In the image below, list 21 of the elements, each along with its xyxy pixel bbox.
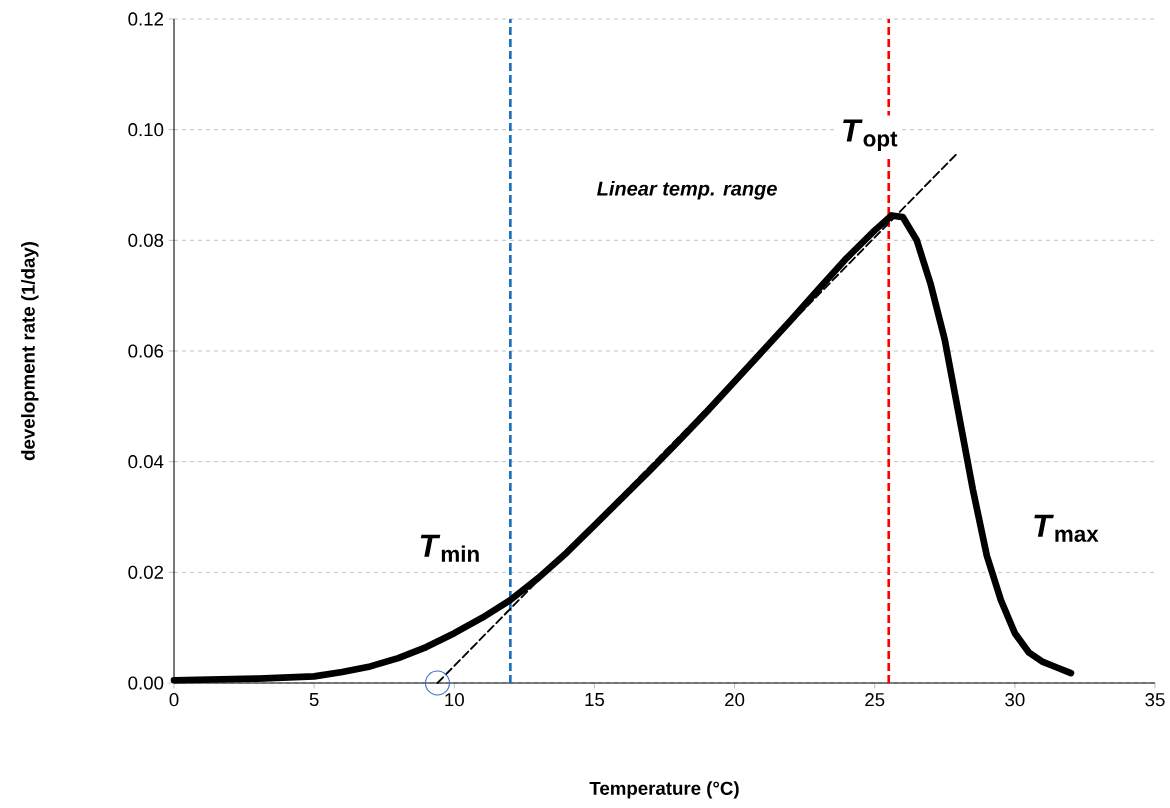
- y-tick-label: 0.04: [128, 455, 164, 469]
- x-tick-label: 0: [169, 693, 179, 707]
- x-tick-label: 15: [585, 693, 605, 707]
- annotation: T$_{min}$: [420, 534, 479, 562]
- x-tick-label: 5: [309, 693, 319, 707]
- y-tick-label: 0.10: [128, 123, 164, 137]
- y-axis-title: development rate (1/day): [21, 241, 39, 461]
- x-tick-label: 10: [445, 693, 464, 707]
- annotation: Linear temp. range: [597, 180, 777, 200]
- annotation: T$_{max}$: [1034, 514, 1099, 542]
- y-tick-label: 0.00: [128, 676, 164, 690]
- y-tick-label: 0.08: [128, 233, 164, 247]
- x-tick-label: 30: [1005, 693, 1025, 707]
- x-tick-label: 20: [725, 693, 745, 707]
- y-tick-label: 0.02: [128, 565, 164, 579]
- y-tick-label: 0.06: [128, 344, 164, 358]
- x-axis-title: Temperature (°C): [589, 781, 739, 799]
- x-tick-label: 25: [865, 693, 885, 707]
- x-tick-label: 35: [1145, 693, 1165, 707]
- y-tick-label: 0.12: [128, 12, 164, 26]
- annotation: T$_{opt}$: [843, 119, 898, 152]
